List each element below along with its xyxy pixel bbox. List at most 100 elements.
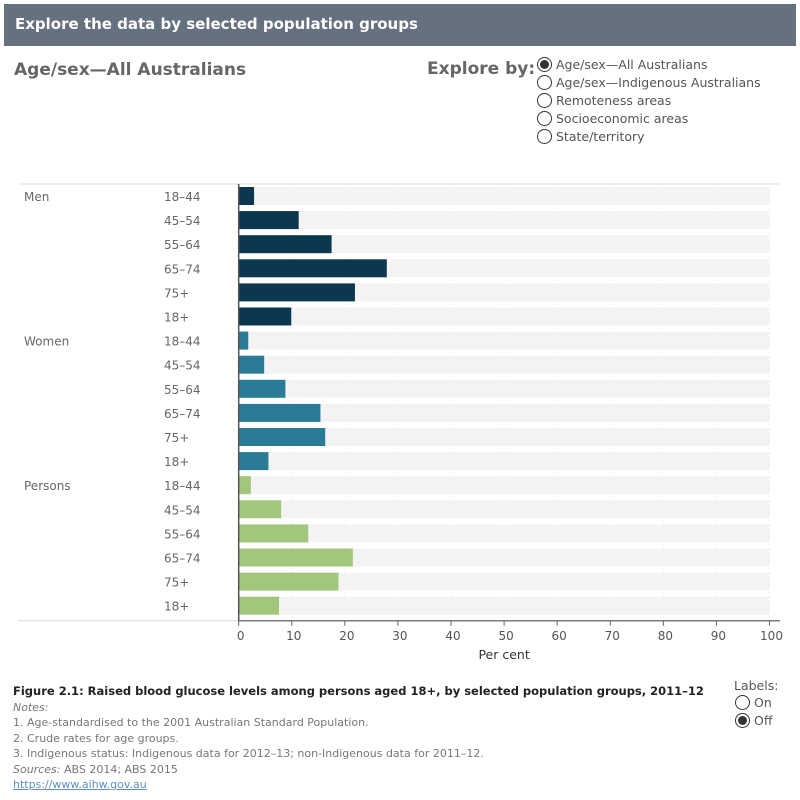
- bar-men-2: [238, 235, 332, 254]
- header-title: Explore the data by selected population …: [15, 15, 418, 33]
- bar-background: [238, 524, 770, 543]
- bar-background: [238, 283, 770, 302]
- bar-women-3: [238, 403, 321, 422]
- x-tick-label: 100: [760, 629, 783, 643]
- radio-selected-icon[interactable]: [735, 712, 750, 728]
- x-tick-label: 80: [658, 629, 673, 643]
- explore-option-age-sex-all-australians[interactable]: Age/sex—All Australians: [537, 55, 761, 73]
- note-1: 1. Age-standardised to the 2001 Australi…: [13, 716, 369, 729]
- radio-unselected-icon[interactable]: [537, 128, 552, 144]
- explore-option-socioeconomic-areas[interactable]: Socioeconomic areas: [537, 109, 761, 127]
- explore-option-state-territory[interactable]: State/territory: [537, 127, 761, 145]
- category-label: 75+: [164, 431, 189, 445]
- bar-women-0: [238, 331, 249, 350]
- bar-persons-1: [238, 500, 282, 519]
- bar-background: [238, 500, 770, 519]
- explore-by-label: Explore by:: [427, 59, 536, 79]
- bar-persons-5: [238, 596, 280, 615]
- category-label: 75+: [164, 576, 189, 590]
- sources-label: Sources:: [13, 762, 61, 776]
- radio-unselected-icon[interactable]: [537, 74, 552, 90]
- group-label-men: Men: [24, 190, 49, 204]
- radio-label: Socioeconomic areas: [556, 110, 689, 126]
- radio-selected-icon[interactable]: [537, 56, 552, 72]
- x-axis-title: Per cent: [478, 647, 529, 662]
- x-tick-label: 30: [392, 629, 407, 643]
- bar-men-5: [238, 307, 292, 326]
- category-label: 55–64: [164, 383, 201, 397]
- bar-persons-0: [238, 476, 251, 495]
- radio-label: Remoteness areas: [556, 92, 672, 108]
- category-label: 55–64: [164, 238, 201, 252]
- labels-option-on[interactable]: On: [735, 693, 778, 711]
- x-tick-label: 0: [237, 629, 245, 643]
- x-tick-label: 60: [552, 629, 567, 643]
- x-tick-label: 10: [286, 629, 301, 643]
- radio-unselected-icon[interactable]: [537, 92, 552, 108]
- bar-background: [238, 307, 770, 326]
- radio-label: On: [754, 694, 772, 710]
- bar-background: [238, 596, 770, 615]
- bar-women-5: [238, 452, 269, 471]
- chart-footer: Figure 2.1: Raised blood glucose levels …: [13, 684, 704, 793]
- bar-persons-4: [238, 572, 339, 591]
- figure-caption: Figure 2.1: Raised blood glucose levels …: [13, 684, 704, 698]
- group-label-women: Women: [24, 335, 69, 349]
- explore-by-radio-group: Age/sex—All Australians Age/sex—Indigenou…: [537, 55, 761, 145]
- bar-background: [238, 428, 770, 446]
- bar-men-1: [238, 211, 299, 230]
- radio-label: Off: [754, 712, 773, 728]
- category-label: 18–44: [164, 335, 201, 349]
- bar-men-0: [238, 187, 255, 205]
- bar-persons-3: [238, 548, 353, 567]
- bar-background: [238, 548, 770, 567]
- aihw-link[interactable]: https://www.aihw.gov.au: [13, 778, 147, 791]
- group-label-persons: Persons: [24, 479, 71, 493]
- bar-background: [238, 452, 770, 471]
- category-label: 18–44: [164, 190, 201, 204]
- category-label: 75+: [164, 286, 189, 300]
- radio-label: State/territory: [556, 128, 645, 144]
- radio-unselected-icon[interactable]: [537, 110, 552, 126]
- notes-label: Notes:: [13, 700, 49, 714]
- bar-background: [238, 331, 770, 350]
- explore-option-age-sex-indigenous-australians[interactable]: Age/sex—Indigenous Australians: [537, 73, 761, 91]
- explore-option-remoteness-areas[interactable]: Remoteness areas: [537, 91, 761, 109]
- category-label: 45–54: [164, 359, 201, 373]
- radio-unselected-icon[interactable]: [735, 694, 750, 710]
- bar-background: [238, 379, 770, 398]
- bar-persons-2: [238, 524, 309, 543]
- x-tick-label: 90: [711, 629, 726, 643]
- x-tick-label: 50: [498, 629, 513, 643]
- note-2: 2. Crude rates for age groups.: [13, 731, 179, 745]
- bar-background: [238, 403, 770, 422]
- bar-women-2: [238, 379, 286, 398]
- category-label: 18+: [164, 455, 189, 469]
- bar-background: [238, 476, 770, 495]
- category-label: 65–74: [164, 407, 201, 421]
- bar-background: [238, 211, 770, 230]
- bar-background: [238, 355, 770, 374]
- bar-women-1: [238, 355, 265, 374]
- category-label: 18+: [164, 600, 189, 614]
- labels-toggle: Labels: On Off: [734, 678, 778, 729]
- radio-label: Age/sex—All Australians: [556, 56, 708, 72]
- bar-women-4: [238, 428, 326, 446]
- radio-label: Age/sex—Indigenous Australians: [556, 74, 761, 90]
- bar-men-3: [238, 259, 387, 278]
- labels-option-off[interactable]: Off: [735, 711, 778, 729]
- category-label: 45–54: [164, 503, 201, 517]
- category-label: 18–44: [164, 479, 201, 493]
- category-label: 18+: [164, 311, 189, 325]
- bar-background: [238, 187, 770, 205]
- bar-chart: 0 10 20 30 40 50 60 70 80 90 100 Men 18–44 45–54 55–64…: [18, 183, 783, 662]
- chart-title: Age/sex—All Australians: [14, 60, 247, 80]
- bar-background: [238, 572, 770, 591]
- category-label: 45–54: [164, 214, 201, 228]
- category-label: 65–74: [164, 262, 201, 276]
- x-tick-label: 40: [445, 629, 460, 643]
- labels-label: Labels:: [734, 678, 779, 693]
- note-3: 3. Indigenous status: Indigenous data fo…: [13, 747, 484, 760]
- bar-background: [238, 235, 770, 254]
- header-bar: Explore the data by selected population …: [4, 4, 796, 46]
